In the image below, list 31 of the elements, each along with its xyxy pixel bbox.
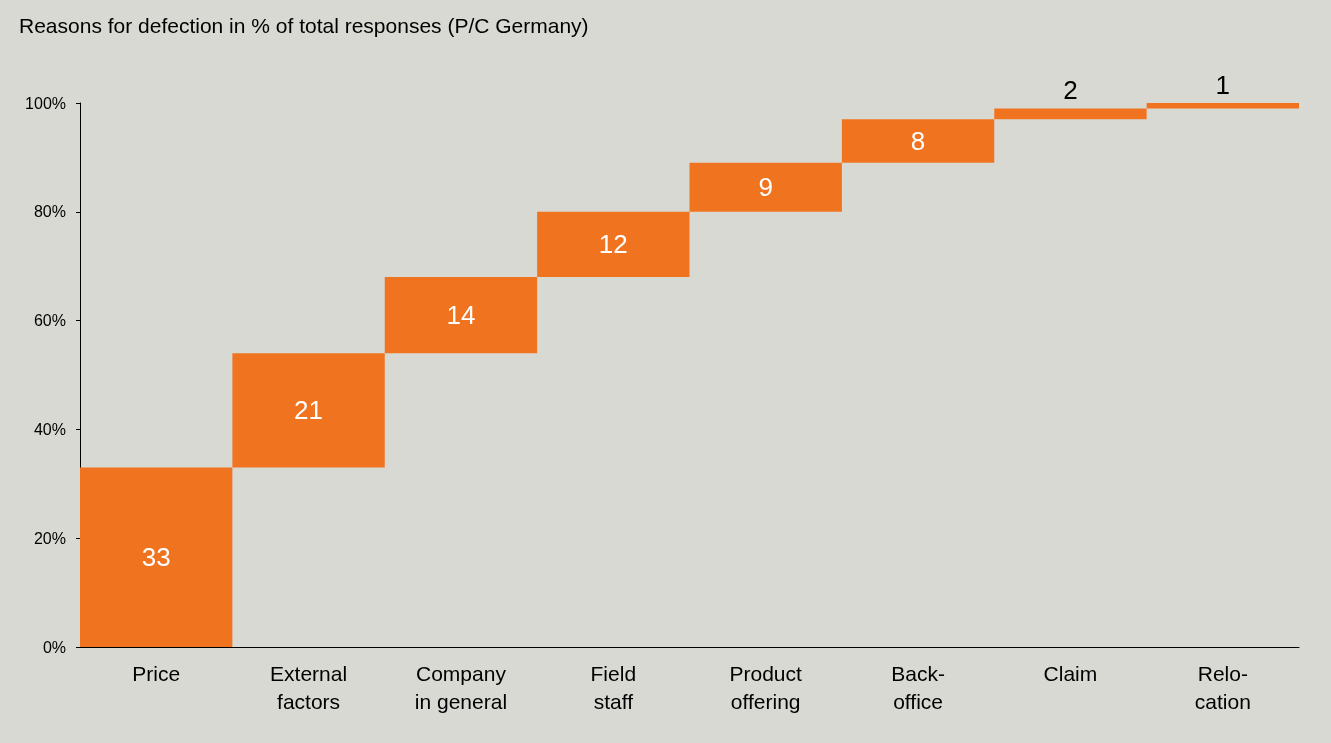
bar (537, 211, 690, 278)
x-tick-label: Product offering (729, 661, 803, 713)
x-tick-label: External factors (270, 661, 348, 713)
bar (994, 108, 1147, 120)
y-tick-label: 40% (33, 420, 66, 438)
data-label: 9 (758, 172, 773, 203)
x-tick-label: Price (132, 661, 181, 685)
x-tick-label: Claim (1043, 661, 1098, 685)
data-label: 1 (1215, 70, 1231, 100)
chart-title: Reasons for defection in % of total responses (P/C Germany) (19, 14, 589, 37)
y-tick-label: 60% (33, 312, 66, 330)
y-tick-label: 100% (25, 94, 66, 112)
x-tick-label: Relo-cation (1194, 661, 1251, 713)
data-label: 8 (910, 126, 926, 157)
bar (232, 353, 385, 468)
data-label: 12 (598, 229, 628, 260)
bar (80, 467, 233, 647)
x-tick-label: Company in general (414, 661, 508, 713)
data-label: 21 (294, 395, 324, 426)
data-label: 14 (446, 300, 476, 331)
x-tick-label: Back-office (891, 661, 945, 713)
y-tick-label: 80% (33, 203, 66, 221)
bar (1146, 103, 1299, 109)
bar (689, 162, 842, 212)
data-label: 33 (141, 542, 171, 573)
y-tick-label: 0% (42, 638, 66, 656)
data-label: 2 (1063, 75, 1078, 106)
bar (841, 119, 995, 163)
y-tick-label: 20% (33, 529, 66, 547)
x-tick-label: Field staff (590, 661, 637, 713)
bar (384, 277, 538, 354)
